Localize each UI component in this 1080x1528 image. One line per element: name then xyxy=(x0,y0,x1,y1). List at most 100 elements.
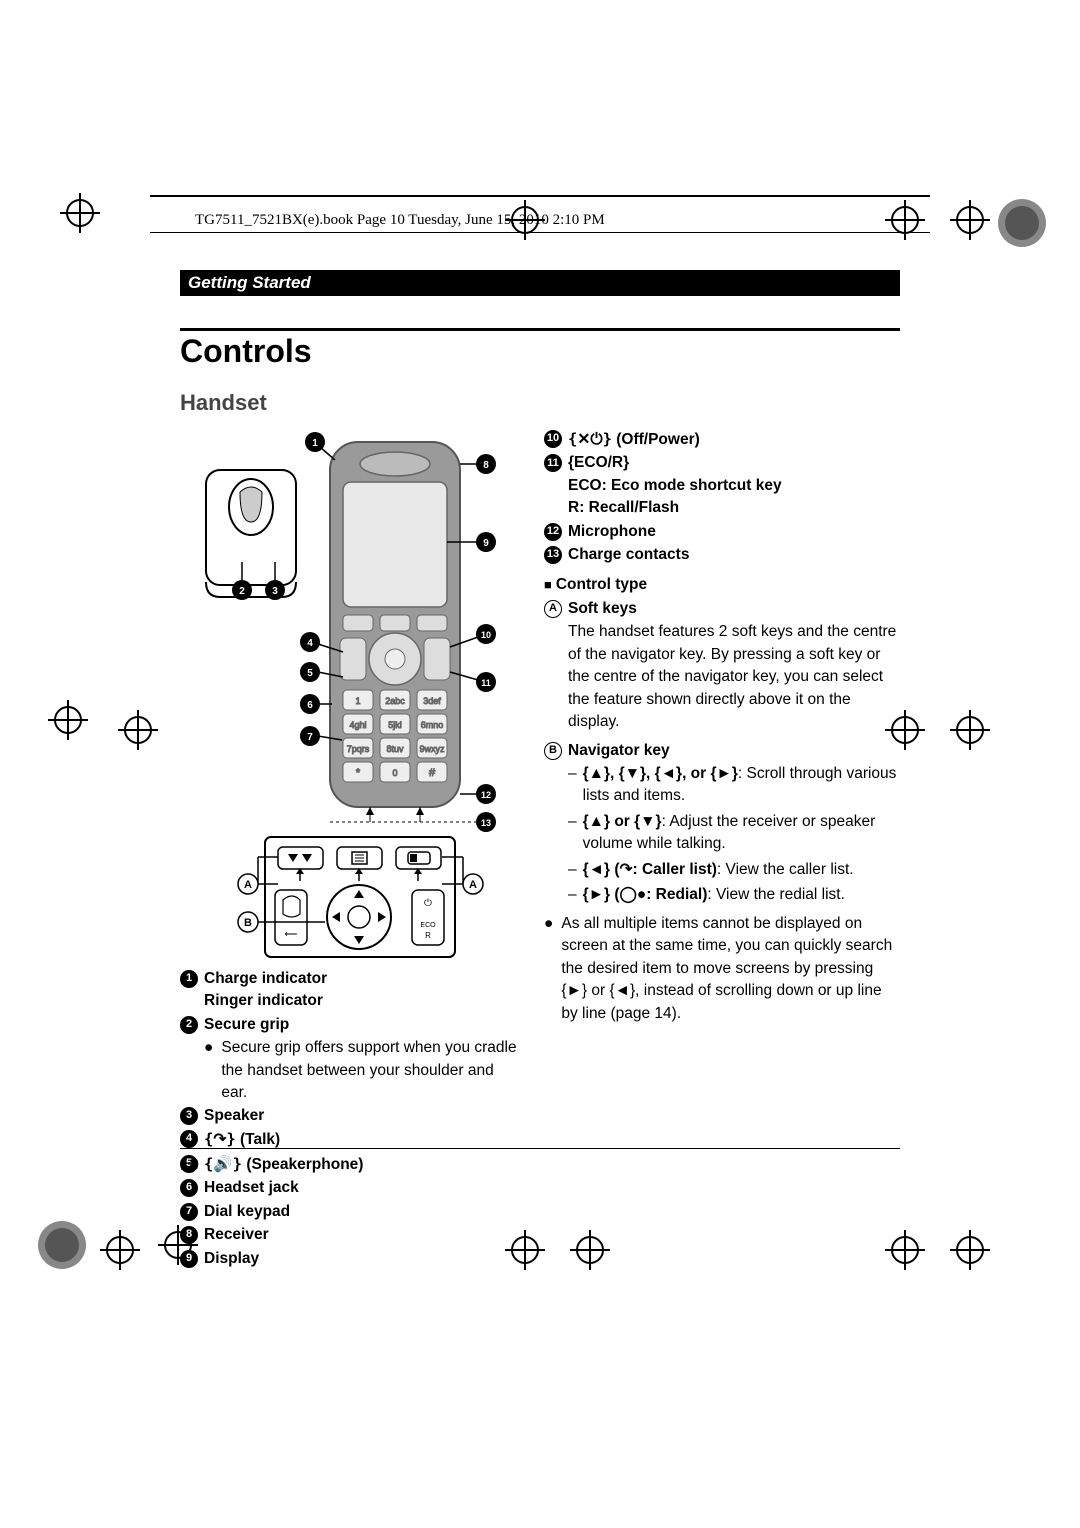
reg-mark-icon xyxy=(885,200,925,240)
item-label: Receiver xyxy=(204,1224,269,1246)
footer-rule xyxy=(180,1148,900,1149)
svg-text:4ghi: 4ghi xyxy=(349,720,366,730)
svg-text:3def: 3def xyxy=(423,696,441,706)
left-column: 1 2abc 3def 4ghi 5jkl 6mno 7pqrs 8tuv 9w… xyxy=(180,422,520,1271)
control-type-heading: Control type xyxy=(556,576,647,593)
item-label: (Speakerphone) xyxy=(246,1156,363,1173)
bullet-icon: ● xyxy=(544,913,553,1025)
nav-text: : View the caller list. xyxy=(717,861,854,878)
item-label: Microphone xyxy=(568,521,656,543)
svg-text:9wxyz: 9wxyz xyxy=(419,744,445,754)
svg-text:ECO: ECO xyxy=(420,922,436,929)
svg-text:2: 2 xyxy=(239,586,245,597)
reg-mark-icon xyxy=(60,193,100,233)
callout-a: A xyxy=(544,600,562,618)
nav-keys: {►} (◯●: Redial) xyxy=(583,886,708,903)
callout-9: 9 xyxy=(180,1250,198,1268)
callout-2: 2 xyxy=(180,1016,198,1034)
item-label: Dial keypad xyxy=(204,1201,290,1223)
svg-text:2abc: 2abc xyxy=(385,696,405,706)
soft-keys-label: Soft keys xyxy=(568,598,637,620)
callout-10: 10 xyxy=(544,430,562,448)
reg-mark-big-icon xyxy=(35,1218,89,1272)
svg-text:5jkl: 5jkl xyxy=(388,720,402,730)
callout-12: 12 xyxy=(544,523,562,541)
item-label: Charge contacts xyxy=(568,544,689,566)
svg-text:13: 13 xyxy=(481,818,491,828)
speakerphone-icon: 🔊 xyxy=(213,1156,232,1173)
right-column: 10{✕⏻} (Off/Power) 11{ECO/R}ECO: Eco mod… xyxy=(544,422,900,1271)
callout-b: B xyxy=(544,742,562,760)
svg-text:3: 3 xyxy=(272,586,278,597)
svg-text:*: * xyxy=(356,767,361,779)
callout-11: 11 xyxy=(544,454,562,472)
reg-mark-icon xyxy=(950,200,990,240)
svg-text:8tuv: 8tuv xyxy=(386,744,404,754)
nav-keys: {▲}, {▼}, {◄}, or {►} xyxy=(583,765,738,782)
reg-mark-icon xyxy=(950,710,990,750)
page-title: Controls xyxy=(180,328,900,370)
off-power-icon: ✕⏻ xyxy=(577,431,602,448)
svg-text:⏻: ⏻ xyxy=(424,898,432,909)
svg-text:1: 1 xyxy=(312,438,318,449)
svg-text:9: 9 xyxy=(483,538,489,549)
svg-text:#: # xyxy=(429,767,436,779)
svg-text:6: 6 xyxy=(307,700,313,711)
svg-text:5: 5 xyxy=(307,668,313,679)
callout-8: 8 xyxy=(180,1226,198,1244)
callout-7: 7 xyxy=(180,1203,198,1221)
soft-keys-text: The handset features 2 soft keys and the… xyxy=(568,621,900,733)
navigator-note: As all multiple items cannot be displaye… xyxy=(561,913,900,1025)
svg-text:R: R xyxy=(425,931,431,940)
svg-text:10: 10 xyxy=(481,630,491,640)
item-sub-2: R: Recall/Flash xyxy=(568,499,679,516)
svg-text:⟵: ⟵ xyxy=(285,929,298,939)
item-bullet-text: Secure grip offers support when you crad… xyxy=(221,1037,520,1104)
item-label: {ECO/R} xyxy=(568,454,629,471)
nav-keys: {▲} or {▼} xyxy=(583,813,662,830)
subtitle: Handset xyxy=(180,390,900,416)
item-label: Charge indicator xyxy=(204,970,327,987)
square-bullet-icon: ■ xyxy=(544,577,552,592)
svg-text:12: 12 xyxy=(481,790,491,800)
reg-mark-icon xyxy=(950,1230,990,1270)
svg-text:6mno: 6mno xyxy=(421,720,444,730)
navigator-label: Navigator key xyxy=(568,740,670,762)
nav-keys: {◄} (↷: Caller list) xyxy=(583,861,717,878)
svg-text:1: 1 xyxy=(355,696,360,706)
section-bar: Getting Started xyxy=(180,270,900,296)
reg-mark-big-icon xyxy=(995,196,1049,250)
item-label: (Talk) xyxy=(240,1131,280,1148)
item-label: (Off/Power) xyxy=(616,431,700,448)
callout-13: 13 xyxy=(544,546,562,564)
item-sub-label: Ringer indicator xyxy=(204,992,323,1009)
reg-mark-icon xyxy=(48,700,88,740)
svg-text:B: B xyxy=(244,917,252,929)
callout-1: 1 xyxy=(180,970,198,988)
talk-icon: ↷ xyxy=(213,1131,226,1148)
page-number: 10 xyxy=(180,1155,199,1175)
svg-text:0: 0 xyxy=(392,768,397,778)
book-header: TG7511_7521BX(e).book Page 10 Tuesday, J… xyxy=(195,212,605,229)
header-rule-bottom xyxy=(150,232,930,233)
nav-text: : View the redial list. xyxy=(707,886,845,903)
item-label: Headset jack xyxy=(204,1177,299,1199)
svg-text:7: 7 xyxy=(307,732,313,743)
callout-6: 6 xyxy=(180,1179,198,1197)
bullet-icon: ● xyxy=(204,1037,213,1104)
svg-text:11: 11 xyxy=(481,678,491,688)
svg-text:A: A xyxy=(469,879,477,891)
item-label: Display xyxy=(204,1248,259,1270)
callout-4: 4 xyxy=(180,1130,198,1148)
handset-diagram: 1 2abc 3def 4ghi 5jkl 6mno 7pqrs 8tuv 9w… xyxy=(180,422,520,962)
svg-text:A: A xyxy=(244,879,252,891)
svg-text:7pqrs: 7pqrs xyxy=(347,744,370,754)
page-content: Getting Started Controls Handset xyxy=(180,270,900,1271)
reg-mark-icon xyxy=(118,710,158,750)
item-label: Secure grip xyxy=(204,1014,289,1036)
left-item-list: 1 Charge indicator Ringer indicator 2 Secur… xyxy=(180,968,520,1270)
item-sub-1: ECO: Eco mode shortcut key xyxy=(568,477,782,494)
header-rule xyxy=(150,195,930,197)
svg-text:4: 4 xyxy=(307,638,313,649)
reg-mark-icon xyxy=(100,1230,140,1270)
